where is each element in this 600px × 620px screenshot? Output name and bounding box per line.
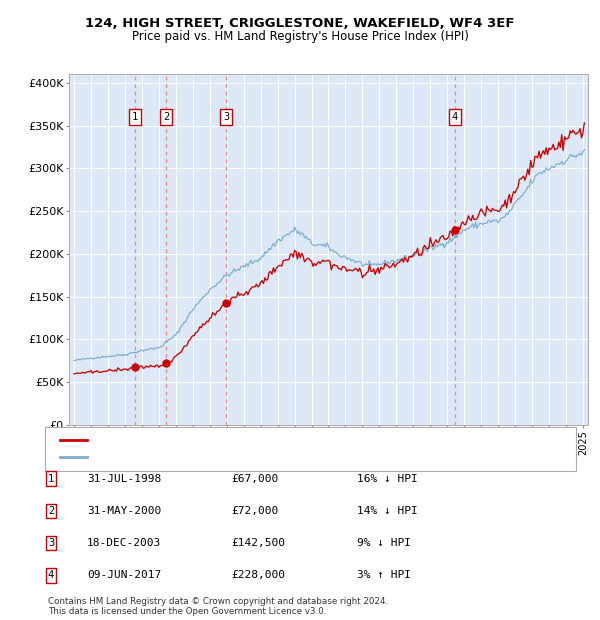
Text: 3: 3 [48, 538, 54, 548]
Text: 4: 4 [452, 112, 458, 122]
Text: 31-JUL-1998: 31-JUL-1998 [87, 474, 161, 484]
Text: £67,000: £67,000 [231, 474, 278, 484]
Text: 2: 2 [163, 112, 169, 122]
Text: 9% ↓ HPI: 9% ↓ HPI [357, 538, 411, 548]
Text: Contains HM Land Registry data © Crown copyright and database right 2024.: Contains HM Land Registry data © Crown c… [48, 597, 388, 606]
Text: 14% ↓ HPI: 14% ↓ HPI [357, 506, 418, 516]
Text: 3: 3 [223, 112, 229, 122]
Text: 124, HIGH STREET, CRIGGLESTONE, WAKEFIELD, WF4 3EF: 124, HIGH STREET, CRIGGLESTONE, WAKEFIEL… [85, 17, 515, 30]
Text: 3% ↑ HPI: 3% ↑ HPI [357, 570, 411, 580]
Text: 1: 1 [131, 112, 138, 122]
Text: HPI: Average price, detached house, Wakefield: HPI: Average price, detached house, Wake… [93, 451, 321, 461]
Text: 2: 2 [48, 506, 54, 516]
Text: 09-JUN-2017: 09-JUN-2017 [87, 570, 161, 580]
Text: 1: 1 [48, 474, 54, 484]
Text: 16% ↓ HPI: 16% ↓ HPI [357, 474, 418, 484]
Text: 4: 4 [48, 570, 54, 580]
Text: 124, HIGH STREET, CRIGGLESTONE, WAKEFIELD, WF4 3EF (detached house): 124, HIGH STREET, CRIGGLESTONE, WAKEFIEL… [93, 435, 466, 445]
Text: This data is licensed under the Open Government Licence v3.0.: This data is licensed under the Open Gov… [48, 607, 326, 616]
Text: 18-DEC-2003: 18-DEC-2003 [87, 538, 161, 548]
Text: £228,000: £228,000 [231, 570, 285, 580]
Text: Price paid vs. HM Land Registry's House Price Index (HPI): Price paid vs. HM Land Registry's House … [131, 30, 469, 43]
Text: £142,500: £142,500 [231, 538, 285, 548]
Text: 31-MAY-2000: 31-MAY-2000 [87, 506, 161, 516]
Text: £72,000: £72,000 [231, 506, 278, 516]
